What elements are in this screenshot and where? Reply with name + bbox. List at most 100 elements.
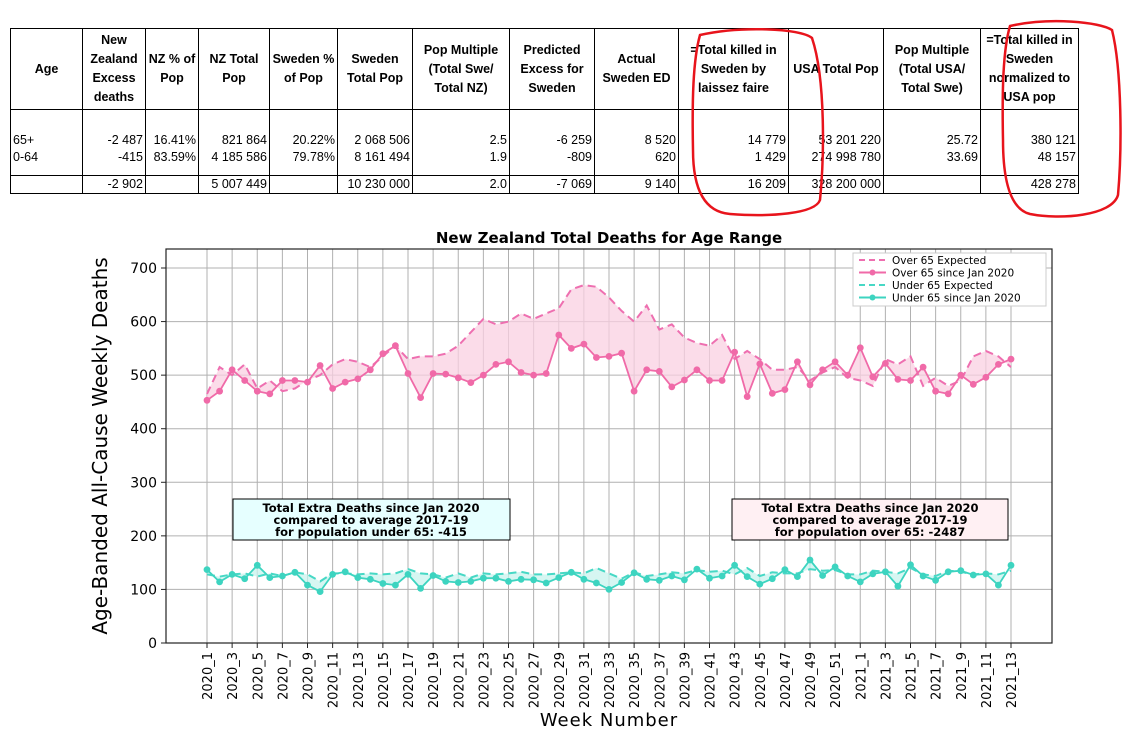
header-nz-excess: New Zealand Excess deaths [82, 28, 146, 110]
data-point [957, 371, 965, 379]
table-cell: 83.59% [145, 149, 199, 176]
x-tick-label: 2021_7 [930, 652, 945, 700]
table-cell: 79.78% [269, 149, 338, 176]
x-tick-label: 2020_25 [503, 652, 518, 708]
x-tick-label: 2020_19 [427, 652, 442, 708]
data-point [316, 362, 324, 369]
x-tick-label: 2020_43 [729, 652, 744, 708]
table-cell [883, 175, 981, 194]
header-age: Age [10, 28, 83, 110]
data-point [442, 578, 450, 585]
table-cell: 48 157 [980, 149, 1079, 176]
data-point [492, 574, 500, 582]
data-point [392, 581, 399, 589]
annotation-line: compared to average 2017-19 [772, 513, 967, 527]
data-point [982, 373, 990, 381]
data-point [944, 390, 952, 398]
data-point [241, 575, 249, 583]
table-cell: 8 161 494 [337, 149, 413, 176]
annotation-box-over-65 [731, 498, 1009, 541]
x-axis-label: Week Number [540, 710, 678, 731]
data-point [467, 379, 475, 386]
y-tick-label: 700 [130, 261, 157, 277]
axes: 0 100 200 300 400 500 600 700 2020_1 2020_3 2020_5… [130, 261, 1020, 708]
data-point [241, 377, 249, 384]
chart-title: New Zealand Total Deaths for Age Range [436, 229, 782, 247]
data-point [831, 358, 839, 366]
data-point [517, 575, 525, 583]
table-cell: 328 200 000 [788, 175, 884, 194]
data-point [605, 586, 613, 593]
data-point [329, 385, 336, 392]
data-point [630, 387, 638, 395]
data-point [454, 374, 462, 382]
legend-marker [869, 269, 876, 276]
data-point [756, 580, 764, 588]
data-point [907, 561, 914, 569]
data-point [643, 366, 651, 374]
table-total-row: -2 902 5 007 449 10 230 000 2.0 -7 069 9… [10, 175, 1079, 194]
data-point [216, 578, 224, 586]
data-point [593, 579, 600, 587]
data-point [417, 585, 424, 592]
y-tick-label: 500 [130, 368, 157, 384]
data-point [869, 373, 877, 381]
table-cell [269, 175, 338, 194]
data-point [919, 572, 927, 580]
x-tick-label: 2020_23 [477, 652, 492, 708]
data-point [316, 588, 324, 595]
annotation-line: for population under 65: -415 [275, 525, 467, 539]
table-cell [145, 175, 199, 194]
data-point [731, 561, 738, 569]
data-point [404, 370, 412, 377]
data-point [555, 331, 563, 339]
data-point [1007, 355, 1015, 363]
data-point [693, 366, 701, 374]
data-point [392, 342, 399, 350]
table-cell: 10 230 000 [337, 175, 413, 194]
data-point [731, 348, 738, 356]
data-point [253, 387, 261, 395]
table-cell: 428 278 [980, 175, 1079, 194]
data-point [329, 571, 336, 578]
header-total-killed-sweden: =Total killed in Sweden by laissez faire [678, 28, 789, 110]
table-cell: 53 201 220 [788, 109, 884, 149]
data-point [819, 572, 826, 579]
y-tick-label: 400 [130, 422, 157, 438]
table-cell: -2 902 [82, 175, 146, 194]
x-tick-label: 2020_31 [578, 652, 593, 708]
data-point [366, 366, 374, 374]
data-point [442, 370, 450, 378]
table-cell: 20.22% [269, 109, 338, 149]
x-tick-label: 2020_41 [704, 652, 719, 708]
annotation-line: Total Extra Deaths since Jan 2020 [761, 501, 978, 515]
data-point [379, 580, 387, 587]
data-point [995, 581, 1002, 589]
x-tick-label: 2020_21 [452, 652, 467, 708]
data-point [354, 574, 362, 581]
legend-label: Over 65 Expected [892, 255, 986, 267]
y-tick-label: 300 [130, 475, 157, 491]
data-point [882, 568, 889, 576]
data-point [944, 568, 952, 576]
x-tick-label: 2020_49 [804, 652, 819, 708]
table-cell: 16 209 [678, 175, 789, 194]
data-point [756, 360, 764, 368]
data-point [266, 390, 274, 398]
plot-frame [165, 248, 1053, 644]
table-cell: -7 069 [509, 175, 595, 194]
header-swe-total: Sweden Total Pop [337, 28, 413, 110]
data-point [341, 568, 349, 576]
data-point [768, 575, 776, 583]
table-cell: 9 140 [594, 175, 679, 194]
x-tick-label: 2020_29 [553, 652, 568, 708]
data-point [743, 393, 751, 400]
data-point [693, 565, 701, 573]
annotation-line: Total Extra Deaths since Jan 2020 [262, 501, 479, 515]
data-point [492, 361, 500, 368]
data-point [655, 576, 663, 584]
x-tick-label: 2021_13 [1005, 652, 1020, 708]
x-tick-label: 2020_3 [226, 652, 241, 700]
table-cell: 5 007 449 [198, 175, 270, 194]
data-point [618, 579, 625, 586]
